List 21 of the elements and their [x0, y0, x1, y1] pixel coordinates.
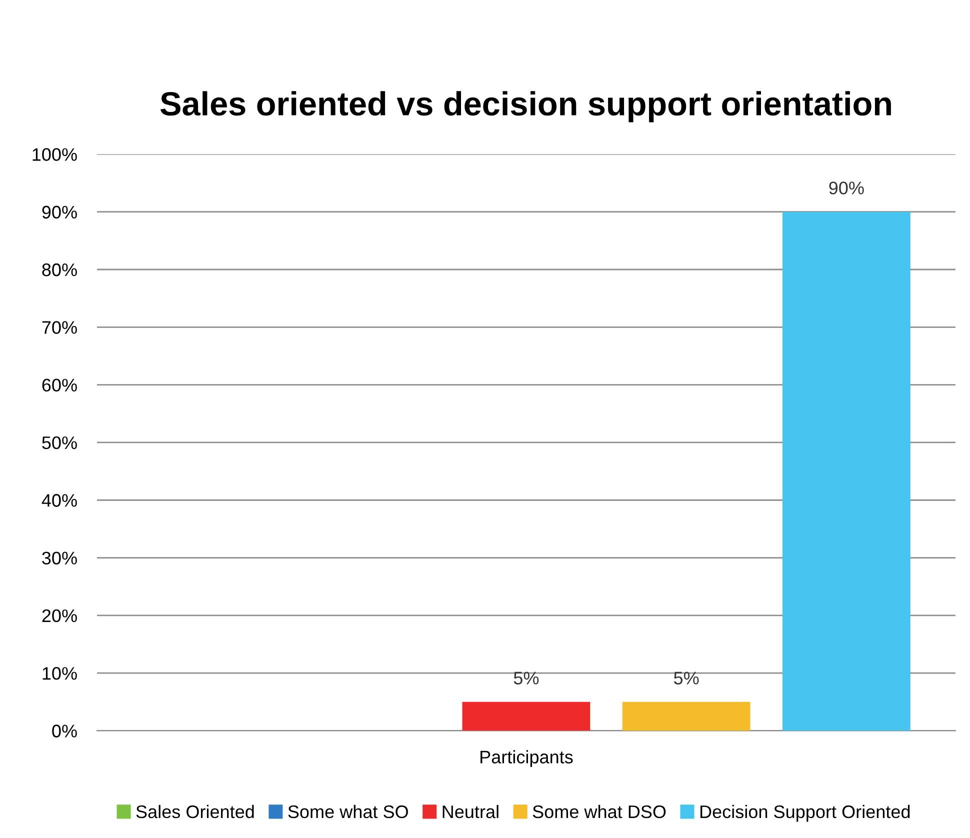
legend-label: Neutral	[442, 804, 498, 818]
y-tick-label: 10%	[42, 667, 77, 680]
chart-title: Sales oriented vs decision support orientation	[160, 91, 891, 122]
y-tick-label: 90%	[42, 206, 77, 219]
y-tick-label: 100%	[32, 148, 77, 161]
y-tick-label: 20%	[42, 609, 77, 622]
y-tick-label: 80%	[42, 263, 77, 276]
legend-label: Some what SO	[288, 804, 408, 818]
x-tick-label: Participants	[480, 750, 573, 768]
data-label: 90%	[829, 182, 864, 194]
legend-label: Decision Support Oriented	[700, 804, 910, 822]
y-tick-label: 70%	[42, 321, 77, 334]
data-label: 5%	[514, 672, 539, 684]
legend-label: Some what DSO	[532, 804, 666, 818]
legend-label: Sales Oriented	[136, 804, 254, 818]
data-label: 5%	[674, 672, 699, 684]
y-tick-label: 50%	[42, 436, 77, 450]
y-tick-label: 40%	[42, 494, 77, 507]
y-tick-label: 30%	[42, 552, 77, 564]
y-tick-label: 60%	[42, 378, 77, 392]
y-tick-label: 0%	[52, 724, 77, 738]
